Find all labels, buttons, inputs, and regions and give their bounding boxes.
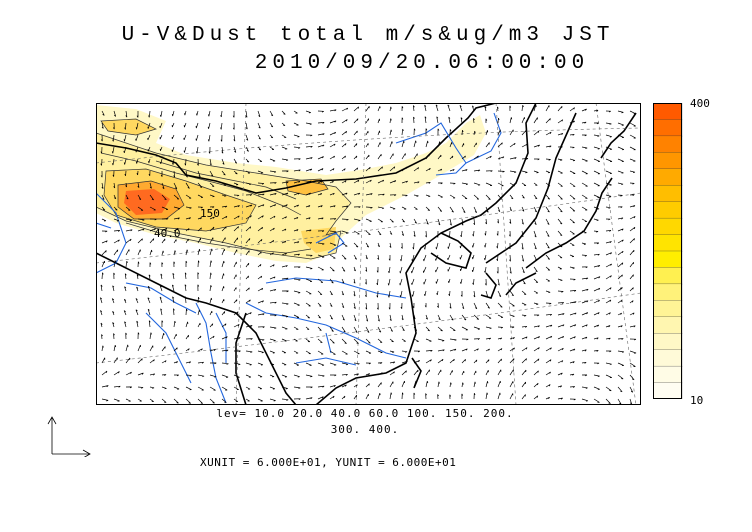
rivers <box>96 112 502 404</box>
chart-timestamp: 2010/09/20.06:00:00 <box>254 52 590 75</box>
legend-color-step <box>653 103 683 121</box>
legend-color-step <box>653 168 683 186</box>
legend-color-step <box>653 300 683 318</box>
wind-arrows <box>99 104 637 405</box>
legend-max-label: 400 <box>690 97 710 110</box>
legend-color-step <box>653 382 683 399</box>
legend-color-step <box>653 119 683 137</box>
country-borders <box>96 103 637 405</box>
legend-color-step <box>653 201 683 219</box>
legend-color-step <box>653 234 683 252</box>
dust-map: 150 40.0 <box>96 103 641 405</box>
dust-plume <box>96 105 486 263</box>
contour-label-150: 150 <box>200 207 220 220</box>
units-text: XUNIT = 6.000E+01, YUNIT = 6.000E+01 <box>200 456 457 469</box>
legend-color-step <box>653 349 683 367</box>
color-legend <box>653 103 683 399</box>
legend-color-step <box>653 135 683 153</box>
legend-color-step <box>653 217 683 236</box>
chart-title: U-V&Dust total m/s&ug/m3 JST <box>121 24 615 47</box>
graticule <box>96 103 641 405</box>
map-frame <box>96 103 641 405</box>
reference-vector <box>47 416 91 457</box>
legend-color-step <box>653 316 683 334</box>
levels-line-2: 300. 400. <box>330 423 400 436</box>
legend-color-step <box>653 152 683 170</box>
wind-vectors <box>99 104 637 405</box>
legend-color-step <box>653 185 683 203</box>
legend-color-step <box>653 250 683 269</box>
legend-min-label: 10 <box>690 394 704 407</box>
legend-color-step <box>653 283 683 301</box>
legend-color-step <box>653 365 683 384</box>
legend-color-step <box>653 333 683 351</box>
legend-color-step <box>653 267 683 285</box>
levels-line-1: lev= 10.0 20.0 40.0 60.0 100. 150. 200. <box>216 407 514 420</box>
contour-label-40: 40.0 <box>154 227 181 240</box>
